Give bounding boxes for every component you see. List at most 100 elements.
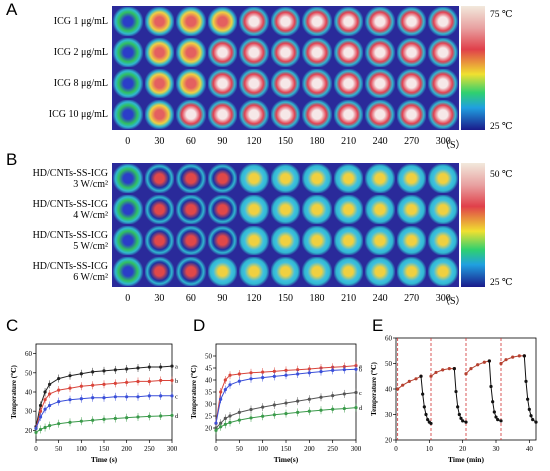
data-point-b <box>38 409 43 413</box>
data-point-cooling <box>496 418 500 422</box>
data-point-cooling <box>529 414 533 418</box>
thermal-well <box>113 7 143 36</box>
data-point-heating <box>482 360 486 364</box>
thermal-well <box>333 7 364 36</box>
data-point-d <box>170 413 174 418</box>
data-point-b <box>331 368 335 372</box>
y-tick-label: 50 <box>25 369 33 377</box>
data-point-b <box>307 371 311 375</box>
thermal-well <box>207 7 238 36</box>
data-point-cooling <box>429 421 433 426</box>
data-point-b <box>223 388 227 392</box>
thermal-well <box>365 100 395 129</box>
data-point-c <box>43 407 47 411</box>
data-point-a <box>272 369 276 373</box>
thermal-well <box>176 164 206 193</box>
x-tick-label: 20 <box>459 445 467 453</box>
thermal-well <box>333 226 364 255</box>
data-point-b <box>249 377 253 381</box>
series-label: a <box>359 363 362 370</box>
data-point-b <box>237 379 241 383</box>
thermal-well <box>396 257 427 286</box>
thermal-well <box>239 195 269 224</box>
data-point-d <box>261 414 265 418</box>
thermal-well <box>270 164 301 193</box>
x-tick-label: 100 <box>76 445 87 453</box>
data-point-c <box>228 414 232 418</box>
time-tick-label: 180 <box>309 293 325 304</box>
row-label: ICG 10 μg/mL <box>48 108 108 120</box>
data-point-a <box>284 368 288 372</box>
x-tick-label: 0 <box>34 445 38 453</box>
thermal-well <box>270 226 301 255</box>
data-point-c <box>159 394 163 398</box>
panel-b-colorbar-min: 25 ℃ <box>490 278 513 288</box>
time-tick-label: 120 <box>246 136 262 147</box>
data-point-cooling <box>494 415 498 419</box>
time-tick-label: 300 <box>435 293 451 304</box>
data-point-heating <box>396 387 400 391</box>
data-point-heating <box>517 354 521 358</box>
series-label: c <box>175 393 178 400</box>
y-tick-label: 30 <box>25 408 33 416</box>
thermal-well <box>428 257 458 286</box>
thermal-well <box>302 7 332 36</box>
data-point-heating <box>414 377 418 381</box>
y-tick-label: 30 <box>385 411 393 419</box>
data-point-a <box>170 364 174 368</box>
data-point-cooling <box>524 379 528 383</box>
data-point-heating <box>407 379 411 383</box>
data-point-b <box>296 372 300 376</box>
data-point-b <box>319 370 323 374</box>
thermal-well <box>333 195 364 224</box>
data-point-d <box>272 413 276 417</box>
panel-b-colorbar-max: 50 ℃ <box>490 170 513 180</box>
x-axis-label: Time (s) <box>91 455 118 464</box>
data-point-d <box>214 428 218 432</box>
data-point-d <box>34 430 38 434</box>
data-point-b <box>284 373 288 377</box>
time-tick-label: 150 <box>278 136 293 147</box>
data-point-cooling <box>492 410 496 414</box>
data-point-b <box>170 378 174 383</box>
thermal-well <box>365 69 395 98</box>
data-point-d <box>307 409 311 413</box>
data-point-a <box>249 371 253 375</box>
y-tick-label: 60 <box>25 350 33 358</box>
x-tick-label: 50 <box>55 445 63 453</box>
y-axis-label: Temperature (℃) <box>370 361 378 415</box>
data-point-c <box>102 396 106 400</box>
data-point-a <box>102 369 106 373</box>
data-point-heating <box>469 367 473 371</box>
y-tick-label: 40 <box>205 377 213 385</box>
thermal-well <box>333 38 364 67</box>
panel-e-label: E <box>372 316 384 335</box>
thermal-well <box>365 38 395 67</box>
row-label: HD/CNTs-SS-ICG 6 W/cm² <box>32 260 108 283</box>
time-tick-label: 120 <box>246 293 262 304</box>
panel-c-chart: 0 50 100 150 200 250 300 20 30 40 50 60 Time (s) Temp… <box>10 343 179 464</box>
plot-frame <box>35 343 173 441</box>
data-point-d <box>68 420 72 424</box>
thermal-well <box>302 195 332 224</box>
data-point-cooling <box>531 418 535 422</box>
panel-e-chart: 0 10 20 30 40 20 30 40 50 60 Time (min) Temperature… <box>370 335 538 464</box>
data-point-c <box>113 395 117 399</box>
data-point-d <box>284 412 288 416</box>
data-point-cooling <box>426 418 430 422</box>
x-axis-label: Time (min) <box>448 455 484 464</box>
thermal-well <box>396 38 427 67</box>
thermal-well <box>207 257 238 286</box>
thermal-well <box>144 164 175 193</box>
data-point-d <box>48 424 52 428</box>
thermal-well <box>176 69 206 98</box>
data-point-b <box>354 367 358 371</box>
thermal-well <box>428 100 458 129</box>
time-tick-label: 150 <box>278 293 293 304</box>
thermal-well <box>207 100 238 129</box>
data-point-d <box>125 416 129 420</box>
series-label: a <box>175 364 178 371</box>
data-point-c <box>125 395 129 399</box>
y-tick-label: 50 <box>205 353 213 361</box>
series-label: d <box>175 413 179 420</box>
